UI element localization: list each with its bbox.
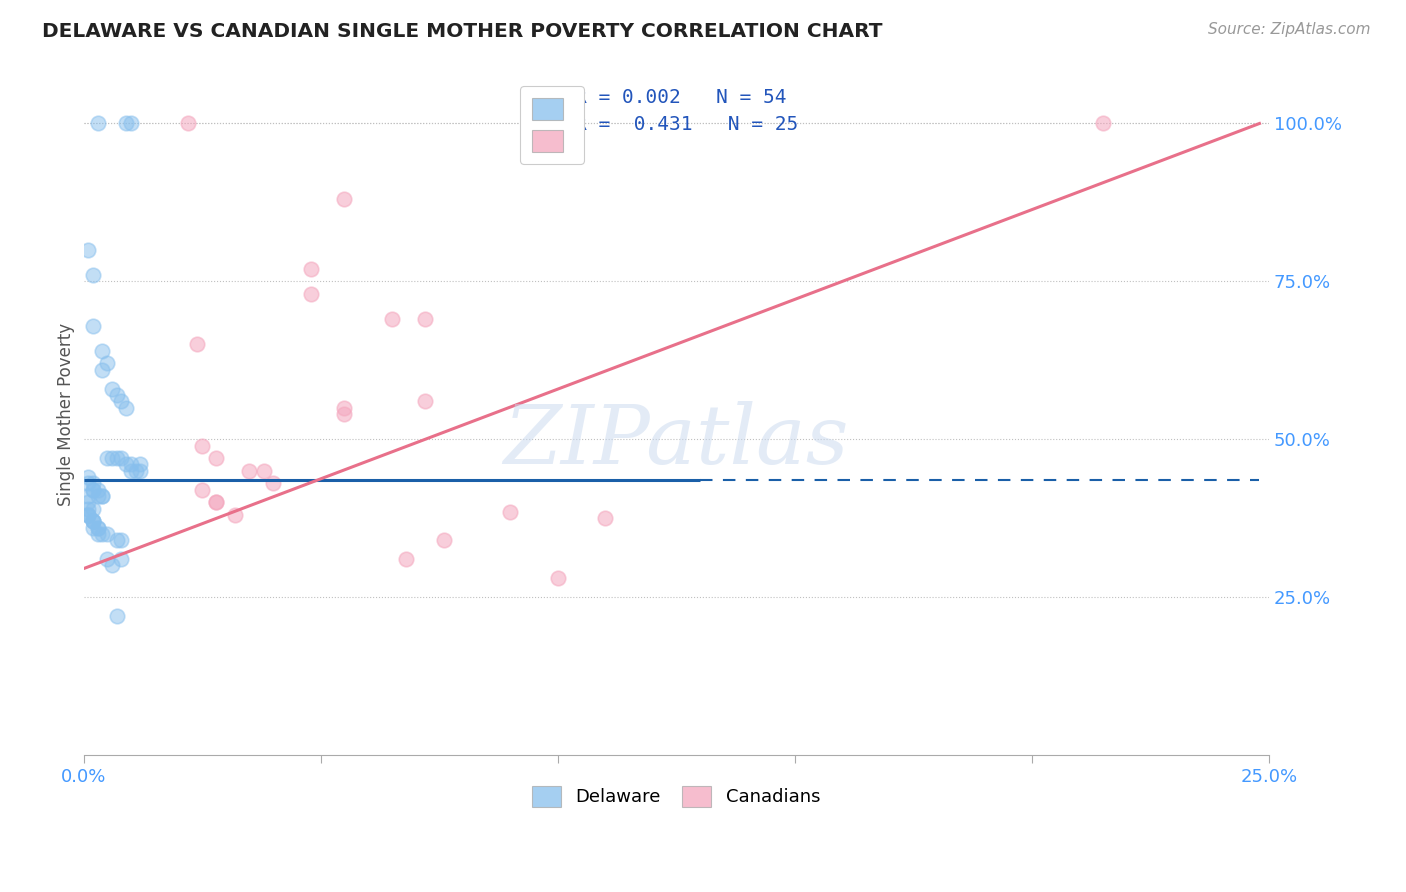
Point xyxy=(262,476,284,491)
Point xyxy=(110,394,132,409)
Point xyxy=(238,464,260,478)
Point xyxy=(299,261,322,276)
Point xyxy=(413,394,436,409)
Point xyxy=(120,464,142,478)
Point xyxy=(96,356,118,370)
Point xyxy=(299,287,322,301)
Point xyxy=(110,533,132,548)
Point xyxy=(499,505,522,519)
Point xyxy=(120,116,142,130)
Point xyxy=(82,476,104,491)
Point xyxy=(77,489,100,503)
Point xyxy=(77,470,100,484)
Point xyxy=(87,520,110,534)
Point xyxy=(82,318,104,333)
Point xyxy=(115,458,138,472)
Point xyxy=(593,511,616,525)
Point xyxy=(82,483,104,497)
Point xyxy=(87,483,110,497)
Point xyxy=(91,343,114,358)
Point xyxy=(333,192,356,206)
Point xyxy=(110,552,132,566)
Text: DELAWARE VS CANADIAN SINGLE MOTHER POVERTY CORRELATION CHART: DELAWARE VS CANADIAN SINGLE MOTHER POVER… xyxy=(42,22,883,41)
Point xyxy=(205,495,228,509)
Point xyxy=(120,458,142,472)
Legend: Delaware, Canadians: Delaware, Canadians xyxy=(524,779,828,814)
Y-axis label: Single Mother Poverty: Single Mother Poverty xyxy=(58,322,75,506)
Point xyxy=(105,609,128,624)
Point xyxy=(124,464,146,478)
Point xyxy=(1091,116,1114,130)
Point xyxy=(82,520,104,534)
Point xyxy=(129,464,152,478)
Point xyxy=(413,312,436,326)
Point xyxy=(253,464,276,478)
Point xyxy=(77,243,100,257)
Text: Source: ZipAtlas.com: Source: ZipAtlas.com xyxy=(1208,22,1371,37)
Point xyxy=(101,558,124,573)
Point xyxy=(77,508,100,522)
Point xyxy=(110,451,132,466)
Point xyxy=(82,268,104,282)
Point xyxy=(87,520,110,534)
Point xyxy=(191,438,214,452)
Text: R =  0.431   N = 25: R = 0.431 N = 25 xyxy=(575,115,799,135)
Point xyxy=(105,451,128,466)
Point xyxy=(82,483,104,497)
Point xyxy=(433,533,456,548)
Point xyxy=(333,407,356,421)
Point xyxy=(205,451,228,466)
Point xyxy=(91,489,114,503)
Point xyxy=(105,388,128,402)
Point xyxy=(129,458,152,472)
Point xyxy=(82,514,104,528)
Point xyxy=(82,514,104,528)
Point xyxy=(101,451,124,466)
Point xyxy=(87,527,110,541)
Point xyxy=(191,483,214,497)
Text: ZIPatlas: ZIPatlas xyxy=(503,401,849,481)
Point xyxy=(91,527,114,541)
Point xyxy=(395,552,418,566)
Point xyxy=(91,363,114,377)
Point xyxy=(82,514,104,528)
Point xyxy=(96,451,118,466)
Point xyxy=(77,495,100,509)
Point xyxy=(115,401,138,415)
Point xyxy=(177,116,200,130)
Point xyxy=(381,312,404,326)
Point xyxy=(547,571,569,585)
Point xyxy=(105,533,128,548)
Point xyxy=(205,495,228,509)
Point xyxy=(77,501,100,516)
Point xyxy=(115,116,138,130)
Point xyxy=(186,337,208,351)
Point xyxy=(77,508,100,522)
Point xyxy=(87,116,110,130)
Point xyxy=(101,382,124,396)
Point xyxy=(224,508,246,522)
Point xyxy=(91,489,114,503)
Text: R = 0.002   N = 54: R = 0.002 N = 54 xyxy=(575,88,787,107)
Point xyxy=(77,476,100,491)
Point xyxy=(96,527,118,541)
Point xyxy=(77,508,100,522)
Point xyxy=(333,401,356,415)
Point xyxy=(87,489,110,503)
Point xyxy=(96,552,118,566)
Point xyxy=(82,501,104,516)
